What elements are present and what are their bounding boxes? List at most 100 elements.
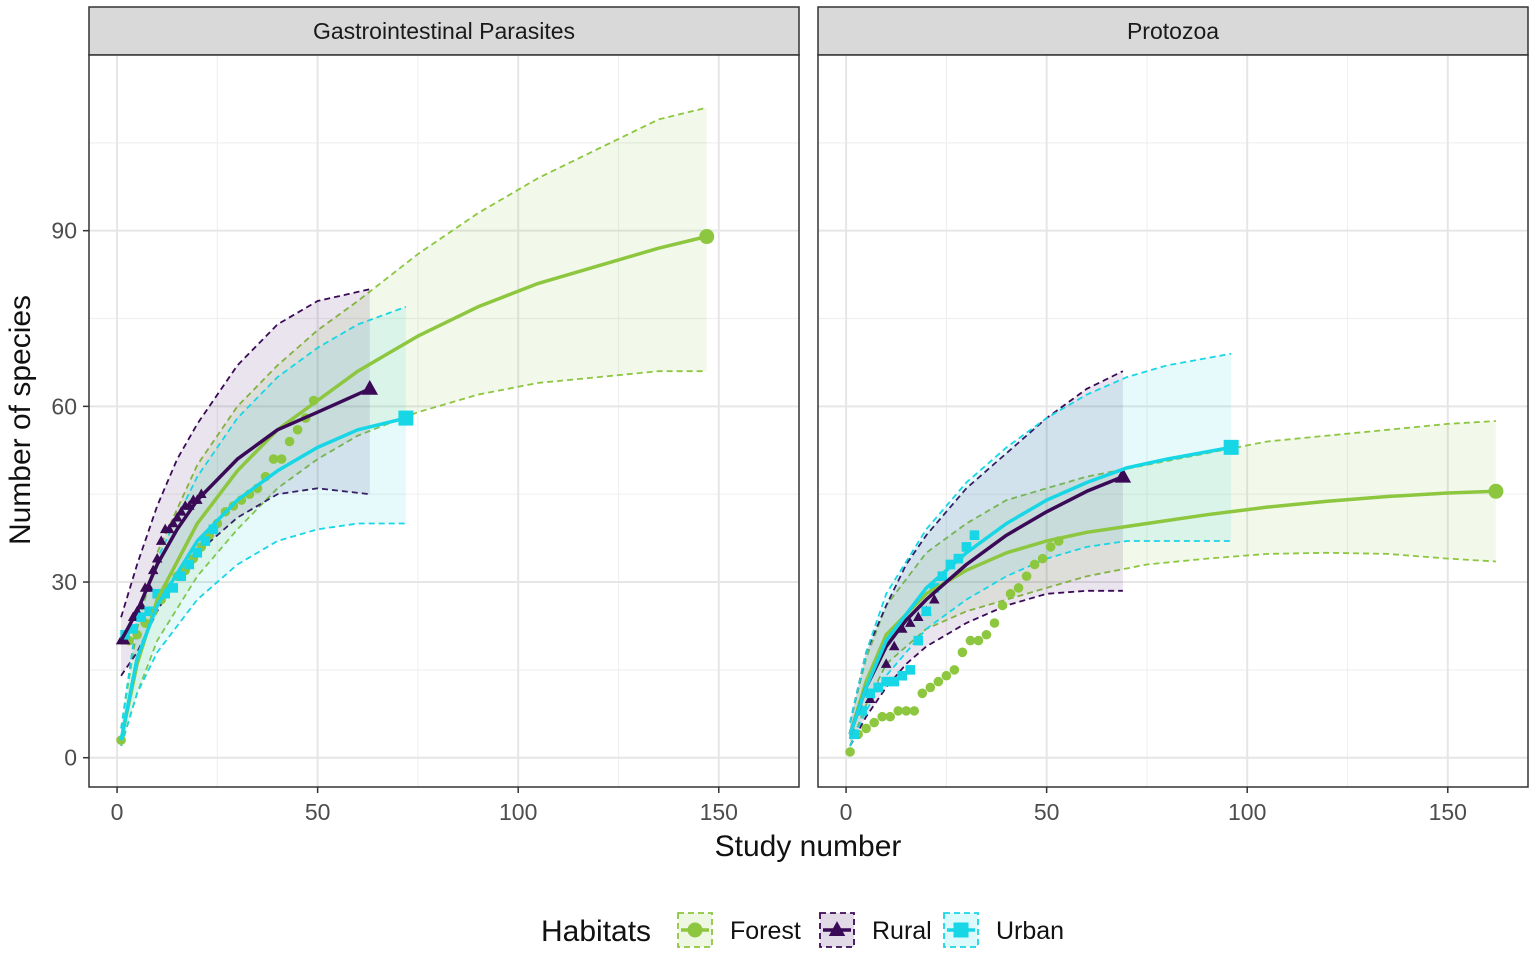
data-point-forest [1005, 588, 1016, 599]
data-point-urban [945, 559, 956, 570]
data-point-forest [901, 706, 912, 716]
data-point-urban [961, 542, 972, 552]
data-point-urban [913, 635, 924, 646]
data-point-urban [881, 676, 891, 687]
ci-upper-rural [849, 370, 1124, 723]
data-point-urban [969, 530, 980, 540]
data-point-urban [905, 665, 916, 675]
data-point-forest [885, 711, 896, 722]
data-point-forest [925, 682, 936, 693]
data-point-forest [276, 454, 287, 464]
panel-protozoa: Protozoa 0 50 100 150 [817, 6, 1529, 825]
x-tick-label: 0 [111, 799, 124, 825]
data-point-forest [917, 688, 928, 699]
ci-lower-urban [120, 522, 406, 747]
curve-urban [119, 416, 407, 741]
end-marker-rural [1114, 467, 1132, 483]
end-marker-forest [1488, 483, 1504, 499]
data-point-urban [873, 682, 883, 693]
data-point-forest [965, 635, 976, 646]
gridlines [818, 55, 1528, 787]
plot-content [845, 352, 1504, 757]
data-point-urban [152, 588, 162, 599]
legend-marker [687, 922, 703, 938]
data-point-urban [200, 536, 211, 546]
data-point-urban [889, 676, 900, 687]
data-point-forest [989, 618, 1000, 628]
legend-title: Habitats [541, 915, 651, 948]
panel-strip [817, 6, 1529, 56]
data-point-urban [865, 688, 875, 699]
panels: Gastrointestinal Parasites 0 50 100 150 0 30 60… [51, 6, 1529, 825]
x-tick-label: 0 [840, 799, 853, 825]
legend-key-forest: Forest [677, 912, 801, 948]
x-tick-label: 150 [700, 799, 738, 825]
data-point-forest [909, 706, 920, 716]
end-marker-forest [699, 229, 715, 245]
panel-strip [88, 6, 800, 56]
data-point-rural [904, 617, 916, 627]
x-axis: 0 50 100 150 [840, 787, 1467, 825]
data-point-urban [937, 571, 948, 581]
end-marker-urban [398, 410, 414, 426]
ci-lower-rural [849, 589, 1123, 747]
data-point-forest [869, 717, 879, 728]
data-point-forest [1021, 571, 1032, 581]
y-tick-label: 60 [51, 393, 77, 419]
ci-ribbon-urban [850, 353, 1232, 746]
data-point-rural [171, 511, 183, 522]
y-tick-label: 90 [51, 218, 77, 244]
ci-ribbon-urban [121, 306, 406, 746]
data-point-forest [1029, 559, 1040, 570]
data-point-forest [877, 711, 887, 722]
x-axis-label: Study number [715, 830, 902, 863]
data-point-forest [957, 647, 968, 658]
data-point-rural [888, 640, 900, 651]
data-point-forest [941, 670, 952, 681]
gridlines [89, 55, 799, 787]
data-point-forest [893, 706, 904, 716]
data-point-urban [136, 612, 146, 622]
data-point-urban [921, 606, 932, 617]
legend-key-urban: Urban [943, 912, 1064, 948]
curve-urban [848, 445, 1232, 735]
plot-background [818, 55, 1528, 787]
data-point-forest [268, 454, 279, 464]
x-tick-label: 100 [1228, 799, 1266, 825]
curve-forest [119, 234, 708, 741]
legend-marker [953, 922, 969, 938]
data-point-forest [949, 665, 960, 675]
y-axis-label: Number of species [4, 295, 37, 545]
data-point-urban [168, 583, 179, 593]
data-point-forest [292, 424, 303, 435]
data-point-forest [1013, 583, 1024, 593]
data-point-urban [849, 729, 859, 740]
data-point-rural [880, 658, 892, 668]
x-tick-label: 50 [305, 799, 331, 825]
legend-label: Urban [996, 917, 1064, 945]
y-tick-label: 30 [51, 569, 77, 595]
data-point-rural [175, 506, 187, 516]
data-point-rural [913, 611, 924, 622]
y-tick-label: 0 [64, 745, 77, 771]
data-point-urban [144, 606, 154, 617]
data-point-urban [857, 706, 867, 716]
end-marker-rural [361, 379, 379, 395]
panel-title: Gastrointestinal Parasites [313, 18, 575, 44]
data-point-forest [933, 676, 944, 687]
ci-ribbon-forest [121, 107, 707, 746]
data-point-urban [184, 559, 195, 570]
plot-background [89, 55, 799, 787]
ci-lower-forest [120, 370, 707, 747]
data-point-forest [973, 635, 984, 646]
panel-border [88, 54, 800, 788]
data-point-rural [163, 523, 175, 534]
data-point-rural [929, 593, 940, 604]
ci-ribbon-rural [121, 289, 370, 676]
panel-border [817, 54, 1529, 788]
data-point-urban [897, 670, 908, 681]
x-tick-label: 100 [499, 799, 537, 825]
data-point-rural [167, 517, 179, 528]
data-point-forest [997, 600, 1008, 611]
